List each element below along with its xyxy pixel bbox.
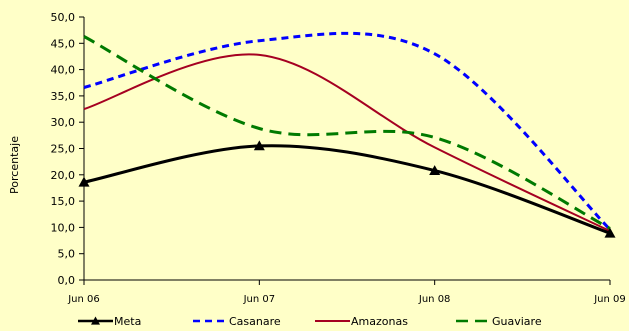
y-tick-label: 10,0	[51, 221, 76, 234]
y-tick-label: 35,0	[51, 90, 76, 103]
y-tick-label: 40,0	[51, 64, 76, 77]
y-tick-label: 15,0	[51, 195, 76, 208]
series-line-amazonas	[83, 53, 611, 233]
y-axis-title: Porcentaje	[8, 136, 21, 194]
legend-label: Amazonas	[351, 315, 408, 328]
legend-label: Guaviare	[492, 315, 542, 328]
series-line-guaviare	[83, 35, 611, 230]
x-tick-label: Jun 07	[243, 294, 276, 305]
series-lines	[78, 31, 616, 238]
series-guaviare	[83, 35, 611, 230]
data-point-meta	[429, 165, 441, 175]
axes	[79, 16, 611, 285]
series-amazonas	[83, 53, 611, 233]
y-tick-label: 50,0	[51, 11, 76, 24]
legend-item-amazonas: Amazonas	[315, 315, 408, 328]
y-tick-label: 0,0	[58, 274, 76, 287]
data-point-meta	[253, 140, 265, 151]
data-point-meta	[78, 176, 90, 187]
series-line-casanare	[83, 31, 612, 231]
legend-item-guaviare: Guaviare	[456, 315, 542, 328]
legend: Meta Casanare Amazonas Guaviare	[78, 315, 542, 328]
y-tick-labels: 0,0 5,0 10,0 15,0 20,0 25,0 30,0 35,0 40,0 45,0 50…	[51, 11, 76, 287]
series-meta	[78, 140, 616, 238]
legend-item-meta: Meta	[78, 315, 141, 328]
x-tick-label: Jun 09	[593, 294, 626, 305]
y-axis-title-group: Porcentaje	[8, 136, 21, 194]
legend-label: Casanare	[229, 315, 281, 328]
x-tick-labels: Jun 06 Jun 07 Jun 08 Jun 09	[67, 294, 626, 305]
legend-marker	[91, 316, 100, 325]
y-tick-label: 20,0	[51, 169, 76, 182]
y-tick-label: 25,0	[51, 143, 76, 156]
y-tick-label: 5,0	[58, 248, 76, 261]
y-tick-label: 30,0	[51, 116, 76, 129]
legend-label: Meta	[114, 315, 141, 328]
series-casanare	[83, 31, 612, 231]
x-tick-label: Jun 06	[67, 294, 100, 305]
x-tick-label: Jun 08	[418, 294, 451, 305]
data-point-meta	[604, 227, 616, 238]
series-line-meta	[83, 144, 611, 235]
y-tick-label: 45,0	[51, 37, 76, 50]
legend-item-casanare: Casanare	[193, 315, 281, 328]
